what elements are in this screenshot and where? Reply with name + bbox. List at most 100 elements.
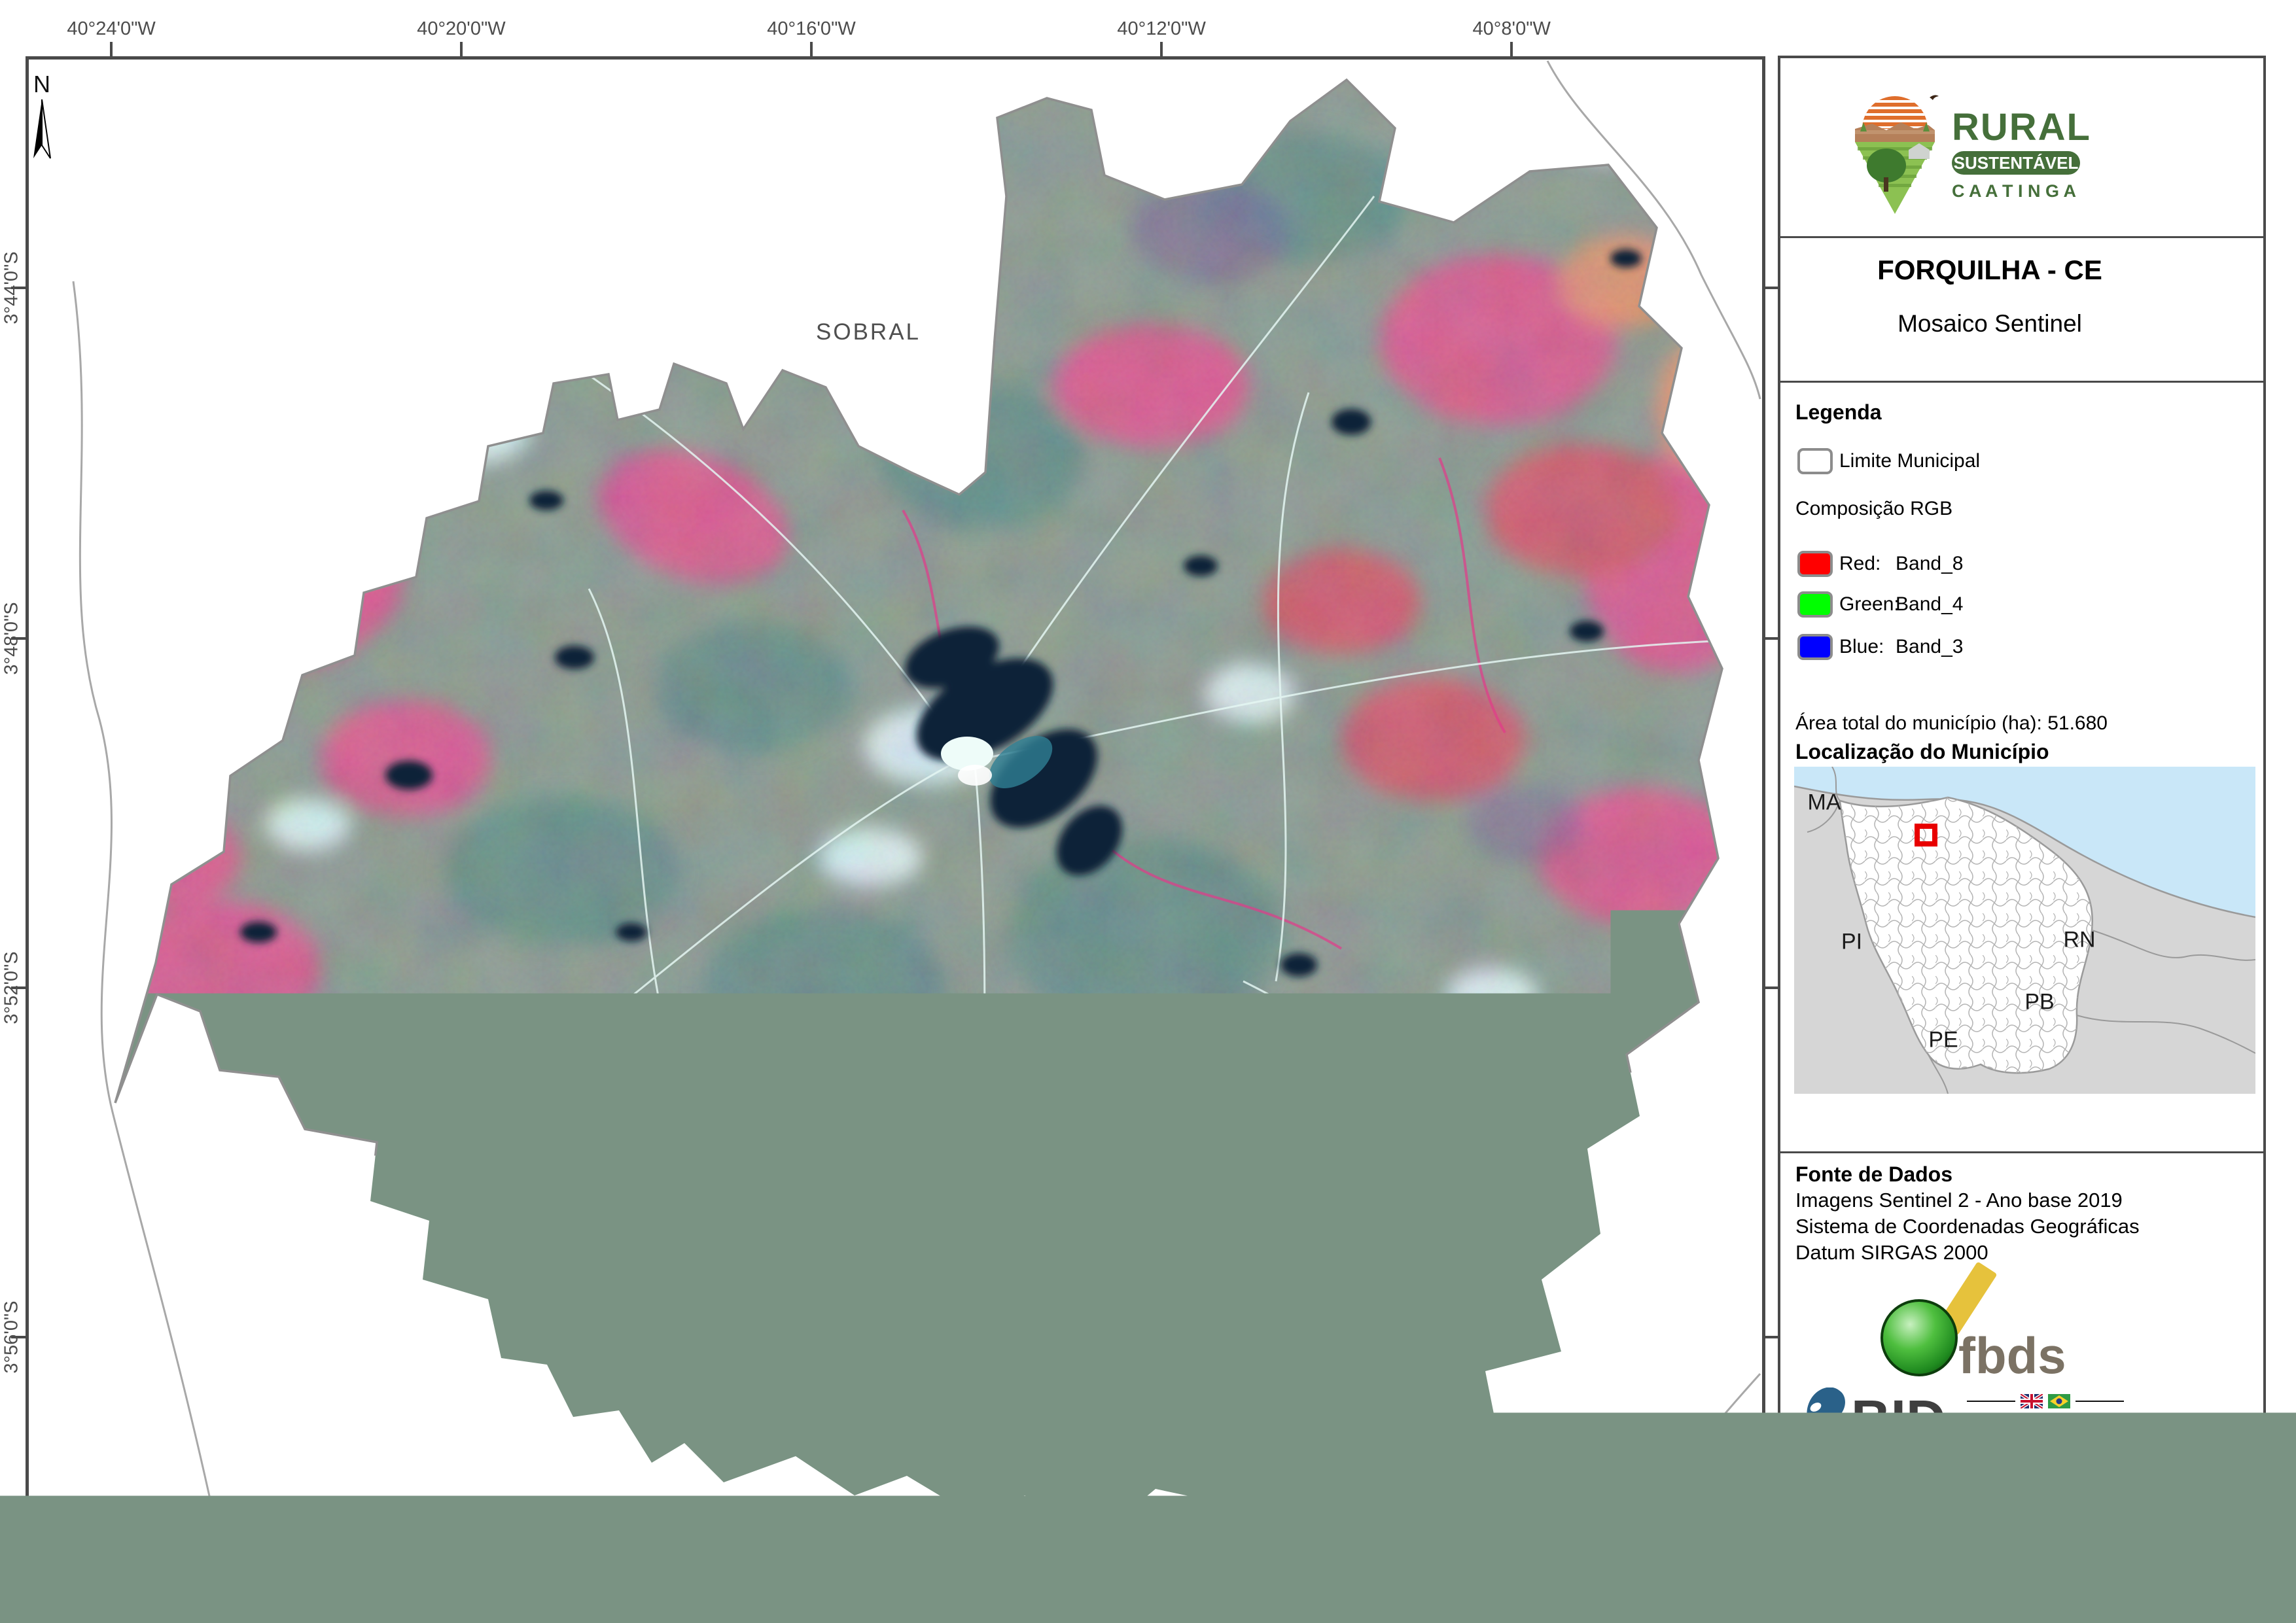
mosaic-fill bbox=[29, 60, 1762, 1563]
satellite-mosaic bbox=[29, 60, 1762, 1563]
lon-tick-bottom bbox=[110, 1566, 113, 1580]
lat-label-left: 3°56'0"S bbox=[1, 1301, 23, 1374]
lon-label-bottom: 40°16'0"W bbox=[767, 1586, 855, 1607]
uk-flag-icon bbox=[2021, 1394, 2043, 1408]
lon-label-top: 40°12'0"W bbox=[1117, 18, 1205, 40]
legend-limite-row: Limite Municipal bbox=[1797, 448, 1980, 474]
red-value: Band_8 bbox=[1896, 553, 1963, 575]
partnership-label: PARTNERSHIP bbox=[2042, 1429, 2171, 1450]
scale-bar bbox=[58, 1527, 285, 1549]
lon-tick-top bbox=[810, 42, 813, 56]
blue-name: Blue: bbox=[1839, 636, 1896, 658]
lon-label-bottom: 40°24'0"W bbox=[67, 1586, 155, 1607]
lat-label-left: 3°52'0"S bbox=[1, 951, 23, 1024]
lon-tick-top bbox=[1510, 42, 1513, 56]
bid-logo: BID bbox=[1800, 1387, 1957, 1457]
great-for: for bbox=[2016, 1429, 2034, 1447]
green-swatch bbox=[1797, 591, 1833, 618]
map-canvas: SOBRAL GROAÍRAS SANTA QUITÉRIA bbox=[26, 56, 1765, 1566]
rural-logo-line1: RURAL bbox=[1952, 105, 2091, 149]
sidebar: RURAL SUSTENTÁVEL C A A T I N G A FORQUI… bbox=[1778, 56, 2266, 1568]
lat-label-left: 3°48'0"S bbox=[1, 602, 23, 674]
green-value: Band_4 bbox=[1896, 593, 1963, 616]
green-name: Green: bbox=[1839, 593, 1896, 616]
bid-logo-icon: BID bbox=[1800, 1387, 1957, 1454]
place-label-quitéria: QUITÉRIA bbox=[733, 1497, 857, 1524]
rural-logo-line2: SUSTENTÁVEL bbox=[1952, 151, 2080, 175]
red-swatch bbox=[1797, 551, 1833, 577]
divider bbox=[1780, 236, 2263, 238]
fonte-heading: Fonte de Dados bbox=[1795, 1162, 1952, 1187]
lon-tick-top bbox=[1160, 42, 1163, 56]
rural-logo-icon bbox=[1846, 92, 1944, 217]
divider bbox=[1780, 1151, 2263, 1153]
ministerio-line3: E ABASTECIMENTO bbox=[1780, 1555, 1944, 1575]
map-title: FORQUILHA - CE bbox=[1780, 254, 2199, 286]
lon-label-top: 40°16'0"W bbox=[767, 18, 855, 40]
ministerio-line1: MINISTÉRIO DA bbox=[1780, 1496, 1944, 1516]
great-underline bbox=[1967, 1469, 2124, 1470]
bid-subtitle2: de Desenvolvimento bbox=[1851, 1471, 1966, 1485]
scale-label: 0 bbox=[53, 1501, 64, 1524]
lon-label-bottom: 40°20'0"W bbox=[417, 1586, 505, 1607]
rule bbox=[2075, 1401, 2124, 1402]
legend-heading: Legenda bbox=[1795, 400, 1882, 425]
place-label-sobral: SOBRAL bbox=[816, 319, 921, 345]
place-label-santa: SANTA bbox=[752, 1473, 837, 1499]
great-flags-row bbox=[1967, 1394, 2124, 1408]
inset-label-pi: PI bbox=[1841, 930, 1862, 955]
limite-swatch bbox=[1797, 448, 1833, 474]
legend-green-row: Green: Band_4 bbox=[1797, 591, 1963, 618]
brasil-flag-logo bbox=[1957, 1497, 2007, 1550]
brazil-flag-icon bbox=[2048, 1394, 2070, 1408]
north-label: N bbox=[30, 71, 54, 98]
legend-blue-row: Blue: Band_3 bbox=[1797, 634, 1963, 660]
divider bbox=[1780, 381, 2263, 383]
map-document: { "colors":{ "frame":"#4a4a4a","tick_tex… bbox=[0, 0, 2296, 1623]
composicao-label: Composição RGB bbox=[1795, 498, 1952, 520]
lon-label-bottom: 40°8'0"W bbox=[1473, 1586, 1551, 1607]
inset-label-rn: RN bbox=[2063, 928, 2095, 953]
fbds-logo: fbds bbox=[1879, 1261, 2101, 1382]
limite-label: Limite Municipal bbox=[1839, 450, 1980, 472]
brasil-flag-icon bbox=[1957, 1497, 2007, 1547]
lon-tick-bottom bbox=[1510, 1566, 1513, 1580]
locator-map-icon bbox=[1794, 767, 2255, 1094]
svg-text:BID: BID bbox=[1851, 1389, 1946, 1450]
fonte-line1: Imagens Sentinel 2 - Ano base 2019 bbox=[1795, 1189, 2123, 1212]
lon-tick-bottom bbox=[810, 1566, 813, 1580]
great-logo: GREAT bbox=[1956, 1425, 2011, 1450]
area-total: Área total do município (ha): 51.680 bbox=[1795, 712, 2108, 735]
svg-text:fbds: fbds bbox=[1958, 1327, 2066, 1378]
lon-tick-bottom bbox=[1160, 1566, 1163, 1580]
lon-label-top: 40°24'0"W bbox=[67, 18, 155, 40]
north-arrow-icon bbox=[31, 98, 53, 161]
place-label-groaíras: GROAÍRAS bbox=[241, 1257, 378, 1283]
lon-tick-top bbox=[460, 42, 463, 56]
rule bbox=[1967, 1401, 2015, 1402]
inset-label-pb: PB bbox=[2024, 990, 2054, 1015]
britain-label: BRITAIN & NORTHERN IRELAND bbox=[1956, 1454, 2097, 1464]
governo-federal: GOVERNO FEDERAL bbox=[2013, 1551, 2178, 1563]
scale-segment bbox=[59, 1528, 116, 1548]
ministerio-block: MINISTÉRIO DA AGRICULTURA, PECUÁRIA E AB… bbox=[1780, 1496, 1944, 1575]
scale-segment bbox=[116, 1528, 171, 1548]
blue-swatch bbox=[1797, 634, 1833, 660]
fbds-logo-icon: fbds bbox=[1879, 1261, 2101, 1378]
brasil-label: BRASIL bbox=[2011, 1513, 2142, 1552]
scale-label: 2 bbox=[109, 1501, 120, 1524]
blue-value: Band_3 bbox=[1896, 636, 1963, 658]
rural-sustentavel-logo bbox=[1846, 92, 1944, 220]
lon-label-bottom: 40°12'0"W bbox=[1117, 1586, 1205, 1607]
scale-label: 8 km bbox=[264, 1501, 308, 1524]
lon-label-top: 40°8'0"W bbox=[1473, 18, 1551, 40]
map-subtitle: Mosaico Sentinel bbox=[1780, 310, 2199, 338]
lat-label-left: 3°44'0"S bbox=[1, 252, 23, 324]
scale-label: 4 bbox=[165, 1501, 176, 1524]
rural-logo-line3: C A A T I N G A bbox=[1952, 181, 2076, 201]
legend-red-row: Red: Band_8 bbox=[1797, 551, 1963, 577]
ministerio-line2: AGRICULTURA, PECUÁRIA bbox=[1780, 1516, 1944, 1555]
locator-inset-map: MA PI RN PB PE bbox=[1794, 767, 2255, 1094]
inset-label-pe: PE bbox=[1928, 1028, 1958, 1053]
fonte-line2: Sistema de Coordenadas Geográficas bbox=[1795, 1215, 2140, 1238]
